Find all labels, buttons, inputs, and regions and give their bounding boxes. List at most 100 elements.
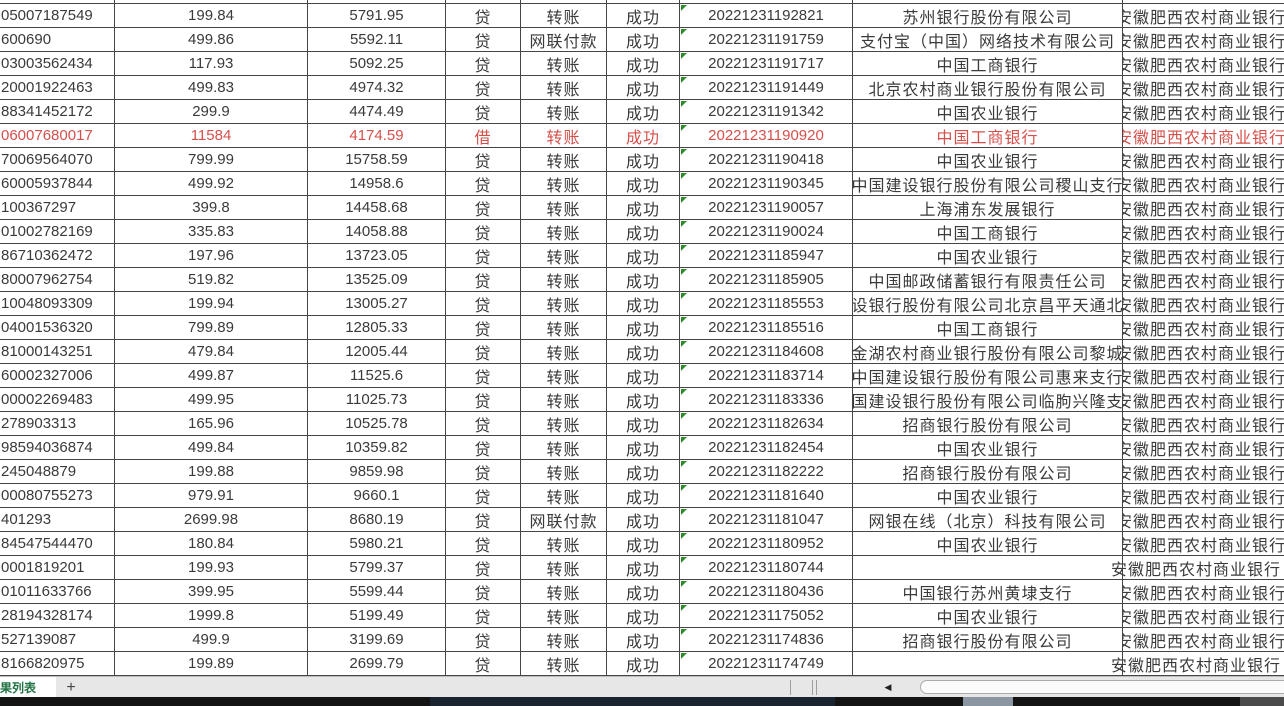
cell-debit-credit[interactable]: 贷	[446, 556, 521, 579]
cell-own-bank[interactable]: 安徽肥西农村商业银行	[1111, 652, 1284, 675]
cell-type[interactable]: 转账	[521, 604, 607, 627]
cell-debit-credit[interactable]: 贷	[446, 316, 521, 339]
cell-type[interactable]: 网联付款	[521, 28, 607, 51]
cell-status[interactable]: 成功	[607, 268, 680, 291]
cell-account[interactable]: 00002269483	[0, 388, 115, 411]
cell-counterparty-bank[interactable]: 招商银行股份有限公司	[853, 412, 1123, 435]
cell-own-bank[interactable]: 安徽肥西农村商业银行	[1123, 340, 1284, 363]
cell-counterparty-bank[interactable]: 设银行股份有限公司北京昌平天通北	[853, 292, 1123, 315]
cell-own-bank[interactable]: 安徽肥西农村商业银行	[1111, 556, 1284, 579]
cell-type[interactable]: 转账	[521, 556, 607, 579]
cell-balance[interactable]: 2699.79	[308, 652, 446, 675]
cell-status[interactable]: 成功	[607, 148, 680, 171]
cell-counterparty-bank[interactable]	[853, 556, 1123, 579]
cell-debit-credit[interactable]: 贷	[446, 148, 521, 171]
cell-counterparty-bank[interactable]: 苏州银行股份有限公司	[853, 4, 1123, 27]
cell-debit-credit[interactable]: 贷	[446, 52, 521, 75]
cell-balance[interactable]	[308, 0, 446, 3]
cell-account[interactable]: 10048093309	[0, 292, 115, 315]
cell-type[interactable]: 转账	[521, 652, 607, 675]
cell-type[interactable]: 转账	[521, 532, 607, 555]
cell-debit-credit[interactable]: 贷	[446, 28, 521, 51]
cell-amount[interactable]: 197.96	[115, 244, 308, 267]
cell-type[interactable]: 转账	[521, 364, 607, 387]
cell-timestamp[interactable]: 20221231182454	[680, 436, 853, 459]
cell-type[interactable]: 转账	[521, 220, 607, 243]
cell-type[interactable]: 转账	[521, 172, 607, 195]
cell-balance[interactable]: 12005.44	[308, 340, 446, 363]
cell-account[interactable]: 00080755273	[0, 484, 115, 507]
cell-own-bank[interactable]: 安徽肥西农村商业银行	[1123, 316, 1284, 339]
cell-status[interactable]: 成功	[607, 220, 680, 243]
cell-status[interactable]: 成功	[607, 508, 680, 531]
cell-counterparty-bank[interactable]: 中国银行苏州黄埭支行	[853, 580, 1123, 603]
cell-timestamp[interactable]: 20221231191759	[680, 28, 853, 51]
cell-counterparty-bank[interactable]: 中国农业银行	[853, 532, 1123, 555]
cell-timestamp[interactable]: 20221231175052	[680, 604, 853, 627]
cell-own-bank[interactable]: 安徽肥西农村商业银行	[1123, 388, 1284, 411]
cell-debit-credit[interactable]: 贷	[446, 172, 521, 195]
cell-balance[interactable]: 3199.69	[308, 628, 446, 651]
cell-status[interactable]: 成功	[607, 172, 680, 195]
cell-account[interactable]: 86710362472	[0, 244, 115, 267]
cell-amount[interactable]: 799.89	[115, 316, 308, 339]
cell-debit-credit[interactable]: 贷	[446, 244, 521, 267]
cell-status[interactable]: 成功	[607, 364, 680, 387]
cell-amount[interactable]: 1999.8	[115, 604, 308, 627]
cell-type[interactable]: 转账	[521, 268, 607, 291]
cell-debit-credit[interactable]	[446, 0, 521, 3]
cell-account[interactable]: 84547544470	[0, 532, 115, 555]
cell-counterparty-bank[interactable]: 中国农业银行	[853, 244, 1123, 267]
cell-account[interactable]: 60002327006	[0, 364, 115, 387]
cell-status[interactable]: 成功	[607, 388, 680, 411]
cell-balance[interactable]: 12805.33	[308, 316, 446, 339]
cell-own-bank[interactable]: 安徽肥西农村商业银行	[1123, 580, 1284, 603]
cell-status[interactable]: 成功	[607, 628, 680, 651]
cell-counterparty-bank[interactable]: 上海浦东发展银行	[853, 196, 1123, 219]
cell-account[interactable]: 60005937844	[0, 172, 115, 195]
cell-status[interactable]: 成功	[607, 244, 680, 267]
cell-status[interactable]: 成功	[607, 196, 680, 219]
cell-debit-credit[interactable]: 贷	[446, 220, 521, 243]
cell-balance[interactable]: 4974.32	[308, 76, 446, 99]
cell-account[interactable]: 527139087	[0, 628, 115, 651]
cell-timestamp[interactable]: 20221231181640	[680, 484, 853, 507]
cell-counterparty-bank[interactable]: 招商银行股份有限公司	[853, 460, 1123, 483]
cell-amount[interactable]: 117.93	[115, 52, 308, 75]
cell-timestamp[interactable]: 20221231190057	[680, 196, 853, 219]
cell-own-bank[interactable]: 安徽肥西农村商业银行	[1123, 412, 1284, 435]
cell-status[interactable]: 成功	[607, 292, 680, 315]
cell-own-bank[interactable]: 安徽肥西农村商业银行	[1123, 28, 1284, 51]
cell-timestamp[interactable]	[680, 0, 853, 3]
cell-status[interactable]: 成功	[607, 652, 680, 675]
cell-account[interactable]: 600690	[0, 28, 115, 51]
cell-amount[interactable]: 979.91	[115, 484, 308, 507]
cell-status[interactable]: 成功	[607, 556, 680, 579]
cell-own-bank[interactable]: 安徽肥西农村商业银行	[1123, 532, 1284, 555]
cell-amount[interactable]: 2699.98	[115, 508, 308, 531]
cell-debit-credit[interactable]: 贷	[446, 76, 521, 99]
cell-debit-credit[interactable]: 贷	[446, 580, 521, 603]
cell-status[interactable]: 成功	[607, 436, 680, 459]
cell-timestamp[interactable]: 20221231191717	[680, 52, 853, 75]
cell-debit-credit[interactable]: 贷	[446, 268, 521, 291]
cell-amount[interactable]: 479.84	[115, 340, 308, 363]
cell-counterparty-bank[interactable]: 北京农村商业银行股份有限公司	[853, 76, 1123, 99]
cell-counterparty-bank[interactable]: 支付宝（中国）网络技术有限公司	[853, 28, 1123, 51]
cell-own-bank[interactable]: 安徽肥西农村商业银行	[1123, 196, 1284, 219]
cell-balance[interactable]: 13525.09	[308, 268, 446, 291]
cell-account[interactable]: 06007680017	[0, 124, 115, 147]
cell-debit-credit[interactable]: 贷	[446, 100, 521, 123]
cell-type[interactable]: 转账	[521, 292, 607, 315]
cell-balance[interactable]: 4174.59	[308, 124, 446, 147]
cell-timestamp[interactable]: 20221231190024	[680, 220, 853, 243]
cell-account[interactable]: 80007962754	[0, 268, 115, 291]
cell-type[interactable]: 转账	[521, 316, 607, 339]
cell-amount[interactable]: 199.93	[115, 556, 308, 579]
cell-counterparty-bank[interactable]: 网银在线（北京）科技有限公司	[853, 508, 1123, 531]
cell-timestamp[interactable]: 20221231190418	[680, 148, 853, 171]
cell-own-bank[interactable]: 安徽肥西农村商业银行	[1123, 52, 1284, 75]
hscroll-left-arrow-icon[interactable]: ◀	[884, 682, 892, 692]
cell-type[interactable]: 转账	[521, 484, 607, 507]
cell-type[interactable]: 转账	[521, 4, 607, 27]
